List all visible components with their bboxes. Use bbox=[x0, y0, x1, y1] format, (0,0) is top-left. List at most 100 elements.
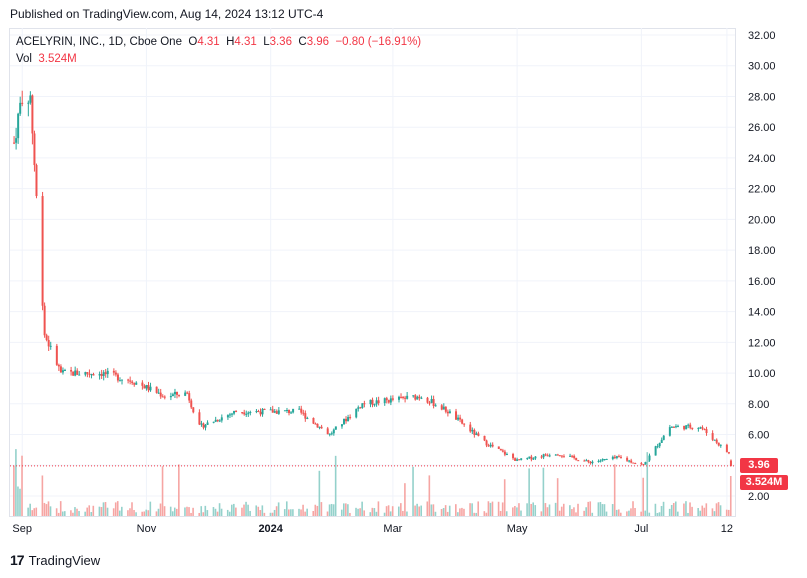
candle-body bbox=[432, 399, 435, 406]
volume-bar bbox=[269, 512, 272, 516]
x-tick-label: Sep bbox=[12, 523, 32, 535]
candle-body bbox=[674, 426, 677, 428]
candle-body bbox=[477, 433, 480, 436]
volume-bar bbox=[501, 502, 504, 516]
candle-body bbox=[157, 392, 160, 394]
candle-body bbox=[233, 411, 236, 414]
volume-bar bbox=[283, 509, 286, 516]
volume-bar bbox=[104, 502, 107, 516]
volume-bar bbox=[715, 503, 718, 516]
candle-body bbox=[375, 400, 378, 405]
volume-bar bbox=[432, 504, 435, 516]
candle-body bbox=[76, 370, 79, 375]
candle-body bbox=[143, 385, 146, 389]
volume-bar bbox=[463, 508, 465, 516]
volume-bar bbox=[689, 502, 691, 516]
candle-body bbox=[489, 444, 492, 447]
volume-bar bbox=[701, 505, 704, 516]
volume-bar bbox=[49, 506, 52, 516]
volume-bar bbox=[292, 509, 294, 516]
volume-bar bbox=[677, 511, 679, 516]
volume-bar bbox=[544, 503, 547, 516]
volume-bar bbox=[304, 511, 306, 516]
x-tick-label: 12 bbox=[721, 523, 733, 535]
candle-body bbox=[363, 403, 366, 405]
volume-bar bbox=[554, 502, 557, 516]
candle-body bbox=[601, 459, 604, 461]
volume-bar bbox=[534, 505, 537, 516]
volume-bar bbox=[591, 512, 594, 516]
volume-bar bbox=[261, 505, 264, 516]
candle-body bbox=[141, 382, 144, 386]
volume-bar bbox=[320, 502, 323, 516]
candle-body bbox=[116, 374, 119, 381]
candle-body bbox=[717, 442, 720, 446]
volume-bar bbox=[74, 507, 76, 516]
volume-bar bbox=[147, 510, 150, 516]
volume-bar bbox=[648, 512, 651, 516]
volume-bar bbox=[658, 512, 661, 516]
volume-bar bbox=[19, 488, 21, 516]
volume-bar bbox=[499, 510, 502, 516]
candle-body bbox=[133, 383, 136, 385]
volume-bar bbox=[562, 503, 565, 516]
candle-body bbox=[184, 392, 187, 396]
candle-body bbox=[343, 418, 346, 425]
tradingview-branding[interactable]: 17 TradingView bbox=[10, 552, 100, 568]
volume-bar bbox=[326, 511, 329, 516]
volume-bar bbox=[485, 512, 488, 516]
candle-body bbox=[98, 374, 101, 376]
volume-bar bbox=[491, 501, 494, 516]
y-tick-label: 28.00 bbox=[748, 91, 776, 103]
volume-bar bbox=[416, 503, 418, 516]
volume-bar bbox=[259, 510, 262, 516]
volume-bar bbox=[518, 503, 520, 516]
volume-bar bbox=[214, 508, 217, 516]
candle-body bbox=[312, 417, 315, 424]
volume-bar bbox=[127, 510, 129, 516]
volume-bar bbox=[589, 501, 592, 516]
volume-bar bbox=[455, 504, 457, 516]
candle-body bbox=[499, 448, 502, 451]
candle-body bbox=[389, 398, 392, 403]
candle-body bbox=[283, 410, 286, 412]
volume-bar bbox=[29, 503, 31, 516]
candle-body bbox=[17, 113, 20, 139]
candle-body bbox=[391, 398, 394, 400]
candle-body bbox=[503, 451, 506, 455]
candle-body bbox=[31, 95, 34, 134]
volume-bar bbox=[43, 502, 46, 516]
candle-body bbox=[430, 399, 433, 403]
volume-bar bbox=[235, 507, 237, 516]
candle-body bbox=[571, 455, 574, 457]
candle-body bbox=[155, 386, 158, 393]
chart-frame bbox=[9, 28, 736, 517]
candle-body bbox=[118, 380, 121, 382]
candle-body bbox=[186, 392, 189, 394]
volume-bar bbox=[389, 511, 392, 516]
candle-body bbox=[512, 454, 515, 459]
volume-bar bbox=[176, 508, 178, 516]
volume-bar bbox=[632, 501, 634, 516]
last-price-tag: 3.96 bbox=[740, 457, 778, 473]
candle-body bbox=[241, 412, 244, 414]
candle-body bbox=[33, 133, 36, 166]
volume-bar bbox=[171, 511, 174, 516]
volume-bar bbox=[400, 503, 402, 516]
volume-bar bbox=[228, 511, 231, 516]
volume-bar bbox=[487, 501, 490, 516]
candle-body bbox=[402, 396, 405, 398]
volume-bar bbox=[55, 508, 58, 516]
volume-bar bbox=[483, 511, 486, 516]
candle-body bbox=[288, 409, 291, 414]
candle-body bbox=[518, 459, 521, 461]
published-line: Published on TradingView.com, Aug 14, 20… bbox=[10, 7, 324, 21]
candle-body bbox=[725, 444, 728, 453]
volume-bar bbox=[404, 483, 406, 516]
volume-bar bbox=[129, 508, 131, 516]
volume-bar bbox=[377, 501, 380, 516]
candle-body bbox=[715, 439, 718, 443]
volume-bar bbox=[249, 510, 251, 516]
candle-body bbox=[597, 460, 600, 462]
